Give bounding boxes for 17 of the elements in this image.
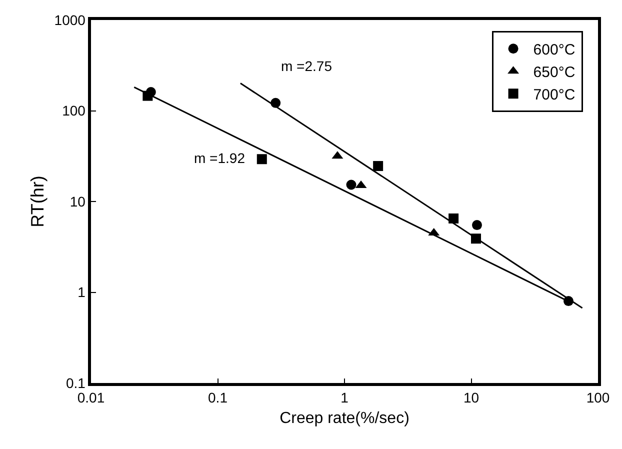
y-tick-label: 1000 [54, 12, 86, 28]
legend-label: 600°C [533, 41, 576, 58]
y-tick-label: 100 [62, 102, 86, 119]
legend-label: 650°C [533, 64, 576, 81]
x-axis-title: Creep rate(%/sec) [280, 410, 410, 428]
y-axis-title: RT(hr) [27, 176, 48, 228]
x-tick-label: 1 [340, 390, 349, 406]
x-tick-label: 0.01 [77, 390, 105, 406]
x-tick-label: 0.1 [208, 390, 228, 406]
annotation: m =2.75 [281, 58, 332, 74]
y-tick-label: 10 [70, 193, 86, 210]
y-tick-label: 0.1 [66, 374, 86, 391]
annotation: m =1.92 [194, 150, 246, 166]
legend-label: 700°C [533, 86, 576, 104]
x-tick-label: 100 [586, 390, 610, 406]
y-tick-label: 1 [78, 284, 86, 300]
x-tick-label: 10 [463, 390, 480, 406]
